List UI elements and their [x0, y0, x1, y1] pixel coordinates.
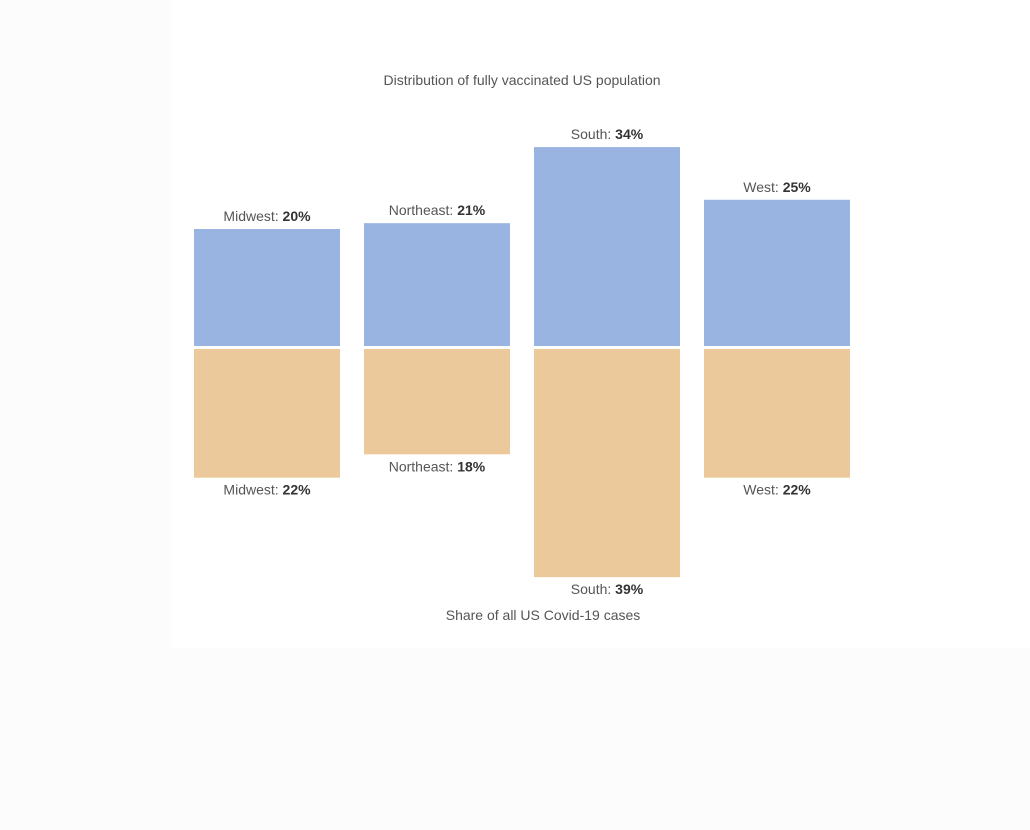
bar-cases-northeast — [364, 349, 510, 455]
bar-vaccinated-south — [534, 147, 680, 346]
bar-vaccinated-midwest — [194, 229, 340, 346]
bar-cases-south — [534, 349, 680, 578]
label-vaccinated-midwest: Midwest: 20% — [223, 208, 311, 224]
label-cases-northeast: Northeast: 18% — [389, 458, 486, 474]
chart-subtitle: Share of all US Covid-19 cases — [445, 607, 641, 623]
bar-vaccinated-northeast — [364, 223, 510, 346]
label-vaccinated-south: South: 34% — [571, 126, 644, 142]
chart-title: Distribution of fully vaccinated US popu… — [383, 72, 661, 88]
label-cases-midwest: Midwest: 22% — [223, 482, 311, 498]
label-cases-west: West: 22% — [743, 482, 811, 498]
label-vaccinated-west: West: 25% — [743, 179, 811, 195]
bar-cases-west — [704, 349, 850, 478]
label-vaccinated-northeast: Northeast: 21% — [389, 202, 486, 218]
label-cases-south: South: 39% — [571, 581, 644, 597]
bar-cases-midwest — [194, 349, 340, 478]
bar-vaccinated-west — [704, 199, 850, 346]
